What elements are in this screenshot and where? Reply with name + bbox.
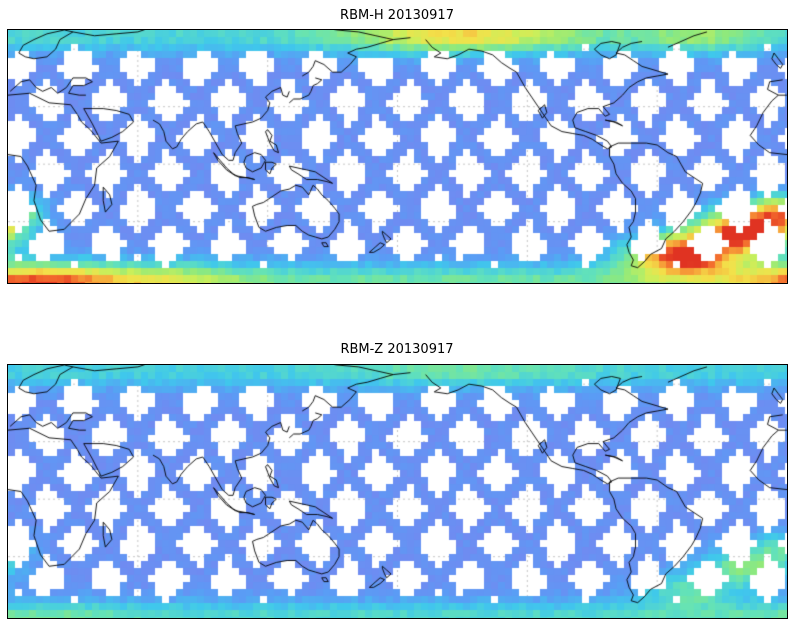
chart-title-rbm-h: RBM-H 20130917 [340, 8, 454, 23]
panel-rbm-h: RBM-H 20130917 [0, 8, 794, 285]
figure: RBM-H 20130917 RBM-Z 20130917 [0, 8, 794, 619]
panel-rbm-z: RBM-Z 20130917 [0, 342, 794, 619]
rbm-h-map [6, 29, 788, 285]
rbm-z-map [6, 363, 788, 619]
chart-title-rbm-z: RBM-Z 20130917 [340, 342, 454, 358]
